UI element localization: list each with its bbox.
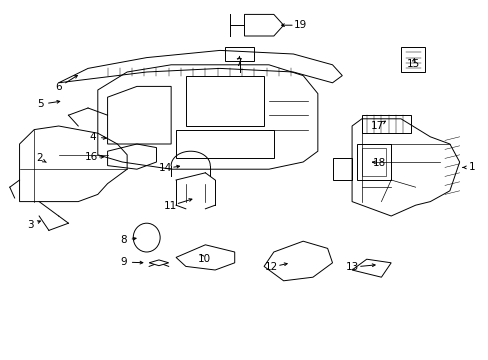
Bar bbox=[176, 130, 273, 158]
Text: 15: 15 bbox=[406, 59, 419, 69]
Text: 18: 18 bbox=[371, 158, 385, 168]
Text: 8: 8 bbox=[120, 235, 127, 246]
Text: 13: 13 bbox=[345, 262, 358, 272]
Bar bbox=[224, 47, 254, 61]
Text: 7: 7 bbox=[235, 58, 242, 68]
Text: 4: 4 bbox=[89, 132, 96, 142]
Bar bbox=[332, 158, 351, 180]
Bar bbox=[361, 148, 386, 176]
Text: 1: 1 bbox=[468, 162, 474, 172]
Text: 16: 16 bbox=[84, 152, 98, 162]
Text: 2: 2 bbox=[36, 153, 42, 163]
Text: 19: 19 bbox=[293, 20, 307, 30]
Bar bbox=[356, 144, 390, 180]
Text: 6: 6 bbox=[55, 82, 62, 92]
Text: 12: 12 bbox=[264, 262, 278, 272]
Text: 14: 14 bbox=[158, 163, 172, 174]
Text: 11: 11 bbox=[163, 201, 177, 211]
Bar bbox=[361, 115, 410, 133]
Text: 10: 10 bbox=[198, 254, 210, 264]
Text: 9: 9 bbox=[120, 257, 127, 267]
Text: 3: 3 bbox=[27, 220, 34, 230]
Text: 5: 5 bbox=[37, 99, 43, 109]
Bar bbox=[185, 76, 264, 126]
Text: 17: 17 bbox=[370, 121, 384, 131]
